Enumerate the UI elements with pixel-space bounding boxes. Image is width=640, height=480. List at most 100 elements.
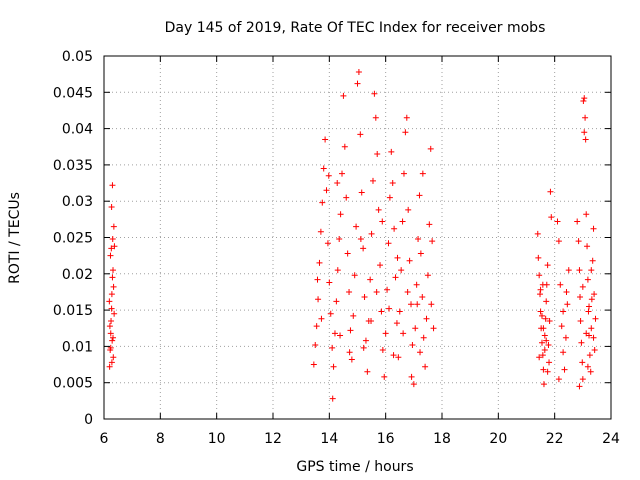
y-tick-label: 0.025 [53,231,93,247]
data-point [312,341,319,348]
data-point [353,223,360,230]
data-point [344,250,351,257]
data-point [339,170,346,177]
y-tick-label: 0 [84,412,93,428]
data-point [110,267,117,274]
data-point [587,368,594,375]
data-point [395,354,402,361]
data-point [403,114,410,121]
data-point [588,296,595,303]
data-point [584,243,591,250]
data-point [360,245,367,252]
data-point [574,218,581,225]
data-point [402,129,409,136]
data-point [564,301,571,308]
data-point [360,344,367,351]
data-point [576,267,583,274]
data-point [108,317,115,324]
data-point [334,267,341,274]
data-point [591,291,598,298]
data-point [554,218,561,225]
data-point [391,225,398,232]
data-point [108,291,115,298]
data-point [400,170,407,177]
x-tick-label: 16 [377,431,395,447]
data-point [362,337,369,344]
data-point [536,272,543,279]
x-tick-label: 24 [602,431,620,447]
data-point [538,339,545,346]
data-point [346,349,353,356]
data-point [331,330,338,337]
data-point [591,347,598,354]
data-point [109,274,116,281]
data-point [579,283,586,290]
y-tick-labels: 0 0.005 0.01 0.015 0.02 0.025 0.03 0.035 0.04 0.0… [53,49,93,428]
data-point [560,308,567,315]
data-point [548,214,555,221]
data-point [563,288,570,295]
data-point [361,294,368,301]
data-point [534,230,541,237]
data-point [412,325,419,332]
data-point [390,352,397,359]
data-point [414,301,421,308]
data-point [379,218,386,225]
y-tick-label: 0.005 [53,376,93,392]
y-tick-label: 0.05 [62,49,93,65]
data-point [582,114,589,121]
y-tick-label: 0.045 [53,85,93,101]
data-point [413,281,420,288]
data-point [110,354,117,361]
data-point [377,262,384,269]
data-point [107,330,114,337]
data-point [541,347,548,354]
data-point [589,257,596,264]
data-point [107,252,114,259]
x-tick-label: 12 [264,431,282,447]
data-point [419,170,426,177]
data-point [109,235,116,242]
data-point [381,373,388,380]
data-point [537,308,544,315]
data-point [579,376,586,383]
data-point [539,281,546,288]
data-point [416,192,423,199]
data-point [382,330,389,337]
data-point [329,395,336,402]
y-axis-label: ROTI / TECUs [7,192,23,284]
data-point [565,267,572,274]
y-tick-label: 0.04 [62,122,93,138]
data-point [346,288,353,295]
data-point [576,383,583,390]
data-point [399,218,406,225]
data-point [540,381,547,388]
chart-title: Day 145 of 2019, Rate Of TEC Index for r… [165,20,546,36]
data-point [111,243,118,250]
data-point [423,315,430,322]
data-point [389,180,396,187]
data-point [542,315,549,322]
data-point [578,339,585,346]
data-point [544,368,551,375]
data-point [586,352,593,359]
data-point [358,189,365,196]
data-point [367,276,374,283]
data-point [364,368,371,375]
data-point [350,312,357,319]
data-point [582,136,589,143]
x-tick-label: 6 [100,431,109,447]
data-point [428,301,435,308]
grid-lines [104,56,611,419]
data-point [318,315,325,322]
data-point [333,298,340,305]
data-point [555,376,562,383]
y-tick-label: 0.015 [53,303,93,319]
y-tick-label: 0.035 [53,158,93,174]
x-tick-label: 18 [433,431,451,447]
data-point [540,325,547,332]
data-point [315,296,322,303]
data-point [108,204,115,211]
data-point [535,254,542,261]
data-point [540,366,547,373]
